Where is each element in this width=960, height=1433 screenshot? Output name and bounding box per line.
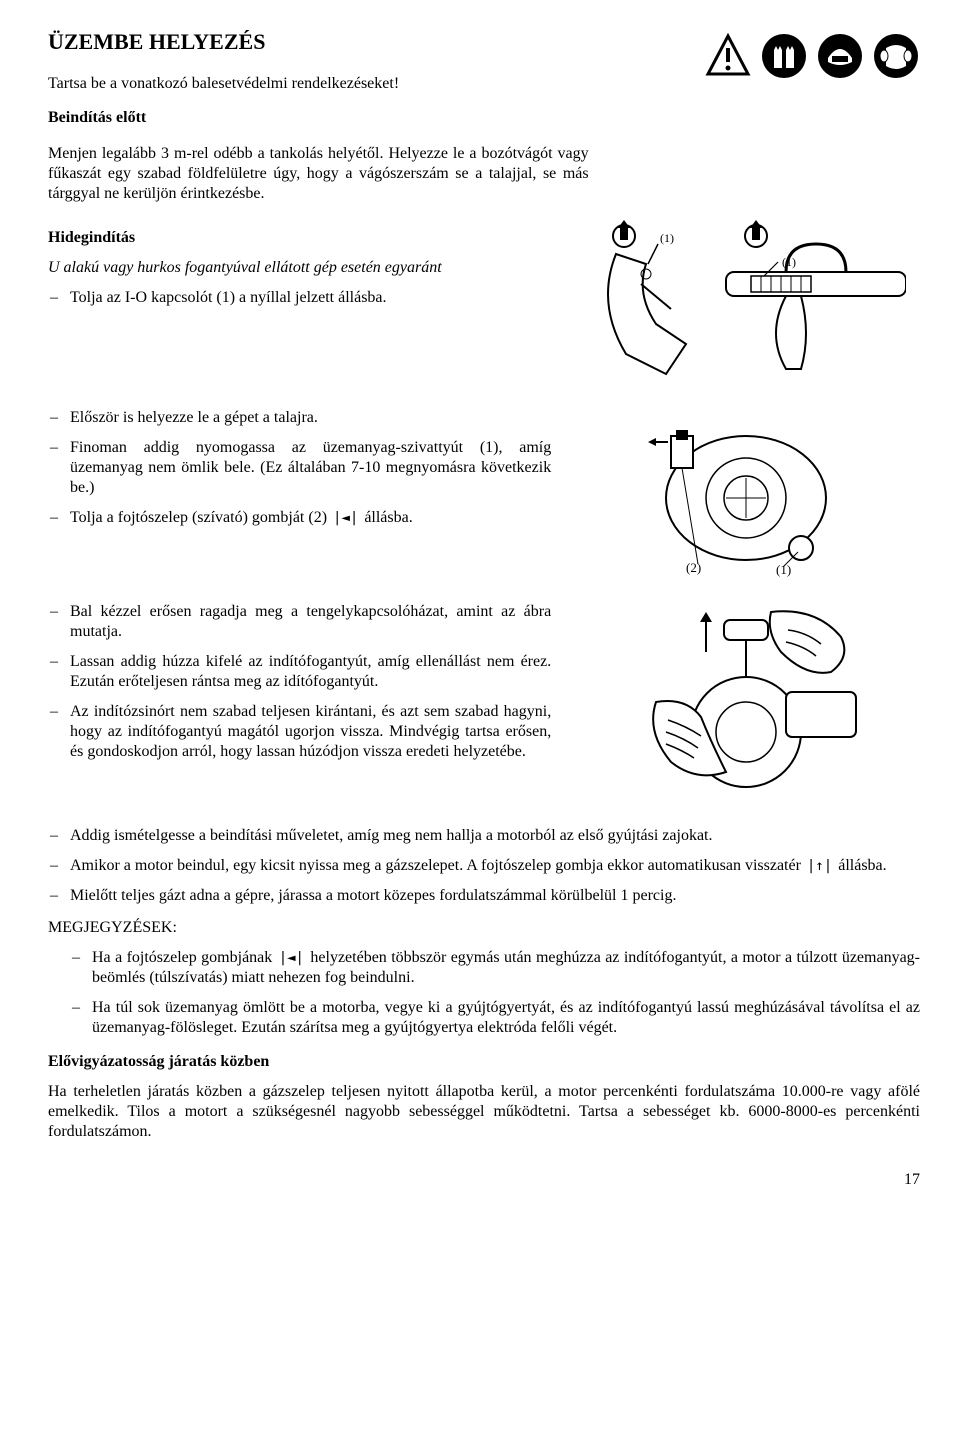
step3-item-e: Amikor a motor beindul, egy kicsit nyiss… bbox=[48, 856, 920, 876]
choke-closed-icon-2: |◄| bbox=[277, 950, 306, 968]
step2-item-a: Először is helyezze le a gépet a talajra… bbox=[48, 408, 551, 428]
before-start-paragraph: Menjen legalább 3 m-rel odébb a tankolás… bbox=[48, 144, 589, 204]
step3-item-d: Addig ismételgesse a beindítási művelete… bbox=[48, 826, 920, 846]
warning-icon bbox=[704, 32, 752, 80]
ear-protection-icon bbox=[872, 32, 920, 80]
step3-item-c: Az indítózsinórt nem szabad teljesen kir… bbox=[48, 702, 551, 762]
figure-pull-start bbox=[616, 602, 876, 802]
page-title: ÜZEMBE HELYEZÉS bbox=[48, 28, 551, 56]
heading-caution: Elővigyázatosság járatás közben bbox=[48, 1052, 920, 1072]
cold-start-subtitle: U alakú vagy hurkos fogantyúval ellátott… bbox=[48, 258, 551, 278]
figure-engine: (2) (1) bbox=[626, 408, 866, 578]
page-number: 17 bbox=[48, 1170, 920, 1190]
caution-paragraph: Ha terheletlen járatás közben a gázszele… bbox=[48, 1082, 920, 1142]
step2-item-c: Tolja a fojtószelep (szívató) gombját (2… bbox=[48, 508, 551, 528]
fig1-label-left: (1) bbox=[660, 231, 674, 245]
step3-item-b: Lassan addig húzza kifelé az indítófogan… bbox=[48, 652, 551, 692]
heading-before-start: Beindítás előtt bbox=[48, 108, 551, 128]
fig2-label-2: (2) bbox=[686, 560, 701, 575]
cold-start-item-1: Tolja az I-O kapcsolót (1) a nyíllal jel… bbox=[48, 288, 551, 308]
safety-icons-row bbox=[571, 28, 920, 86]
choke-open-icon: |↑| bbox=[805, 858, 834, 876]
choke-closed-icon: |◄| bbox=[331, 510, 360, 528]
note-item-1: Ha a fojtószelep gombjának |◄| helyzetéb… bbox=[48, 948, 920, 988]
figure-handles: (1) (1) bbox=[586, 214, 906, 384]
step3-item-a: Bal kézzel erősen ragadja meg a tengelyk… bbox=[48, 602, 551, 642]
gloves-icon bbox=[760, 32, 808, 80]
notes-label: MEGJEGYZÉSEK: bbox=[48, 918, 920, 938]
intro-text: Tartsa be a vonatkozó balesetvédelmi ren… bbox=[48, 74, 551, 94]
note-item-2: Ha túl sok üzemanyag ömlött be a motorba… bbox=[48, 998, 920, 1038]
fig2-label-1: (1) bbox=[776, 562, 791, 577]
step3-item-f: Mielőtt teljes gázt adna a gépre, járass… bbox=[48, 886, 920, 906]
helmet-icon bbox=[816, 32, 864, 80]
fig1-label-right: (1) bbox=[782, 255, 796, 269]
heading-cold-start: Hidegindítás bbox=[48, 228, 551, 248]
step2-item-b: Finoman addig nyomogassa az üzemanyag-sz… bbox=[48, 438, 551, 498]
